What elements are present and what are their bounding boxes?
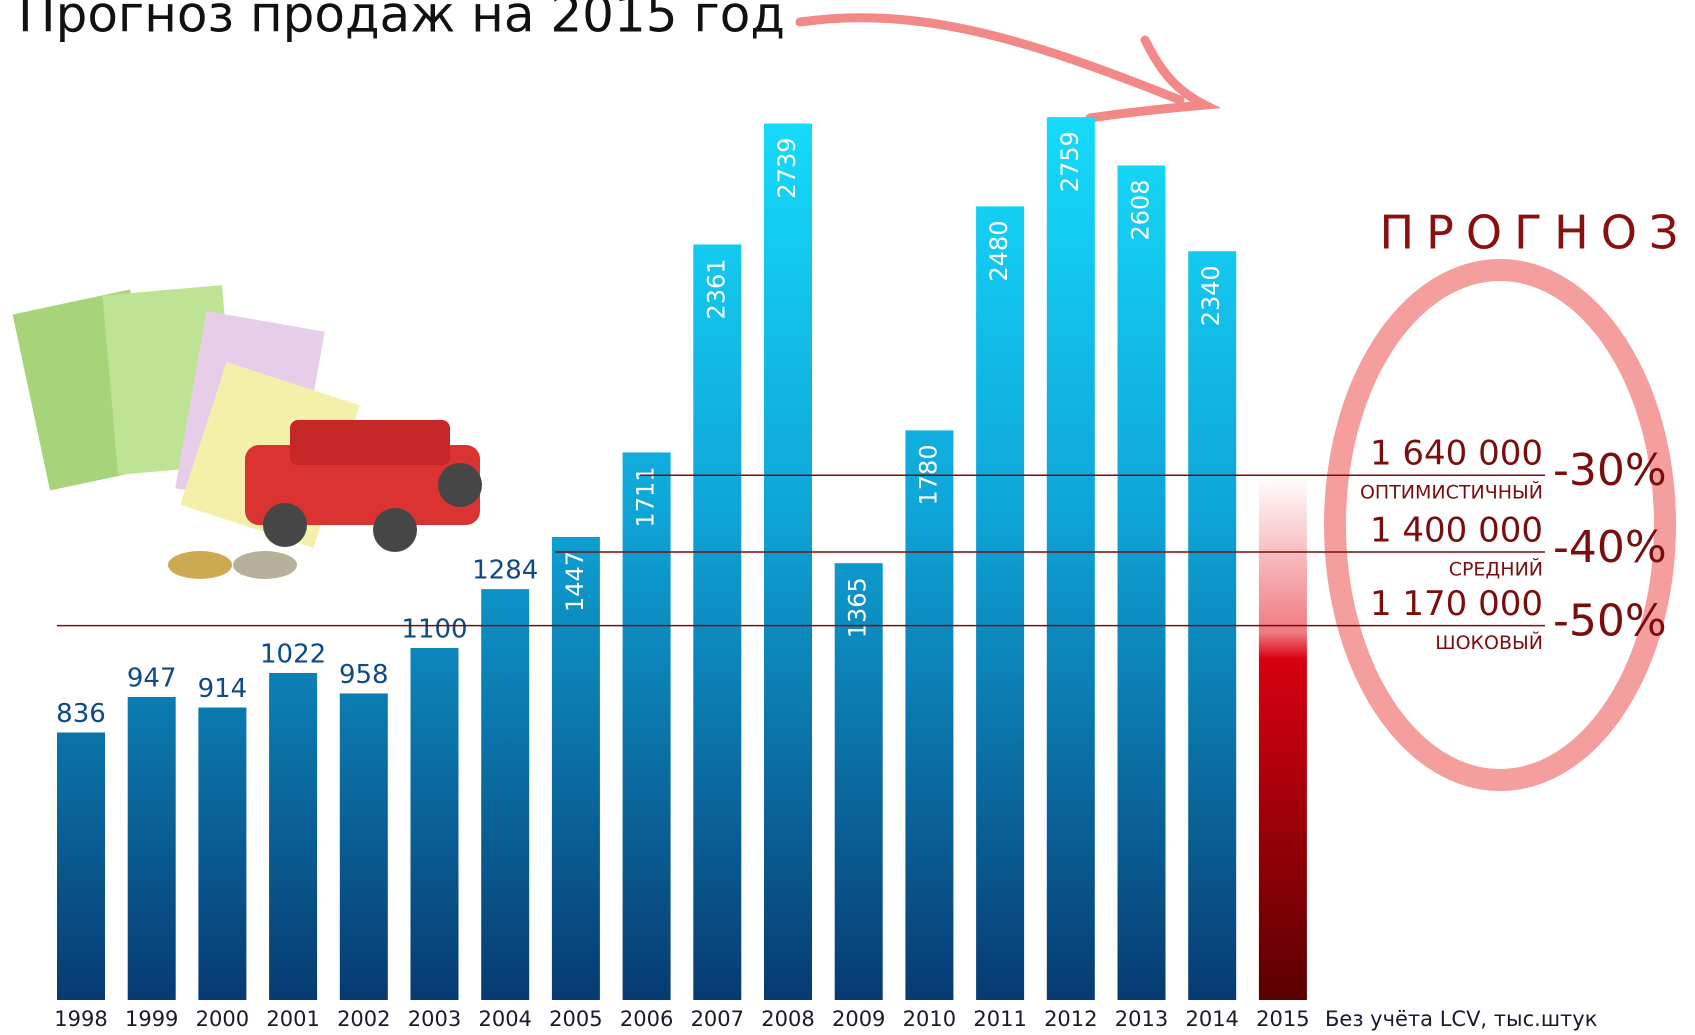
forecast-name: оптимистичный: [1360, 481, 1543, 504]
x-tick-label: 1999: [125, 1007, 178, 1031]
data-label: 2759: [1056, 131, 1084, 192]
x-tick-label: 2008: [761, 1007, 814, 1031]
forecast-value: 1 640 000: [1370, 434, 1543, 474]
bar: [198, 707, 247, 1000]
bar: [976, 206, 1025, 1000]
data-label: 958: [339, 660, 389, 690]
x-tick-label: 2015: [1256, 1007, 1309, 1031]
x-tick-label: 2005: [549, 1007, 602, 1031]
x-tick-label: 2003: [408, 1007, 461, 1031]
decor-circle: [1324, 259, 1676, 791]
bar: [622, 452, 671, 1001]
x-tick-label: 2004: [478, 1007, 531, 1031]
x-tick-label: 2010: [903, 1007, 956, 1031]
x-tick-label: 2002: [337, 1007, 390, 1031]
decor-arrow: [795, 13, 1222, 123]
x-tick-label: 2011: [973, 1007, 1026, 1031]
bar: [481, 589, 530, 1000]
data-label: 1022: [260, 639, 326, 669]
forecast-name: средний: [1449, 558, 1543, 581]
data-label: 2739: [773, 138, 801, 199]
x-tick-label: 2014: [1185, 1007, 1238, 1031]
data-label: 1100: [401, 615, 467, 645]
x-tick-label: 2013: [1115, 1007, 1168, 1031]
data-label: 2608: [1127, 179, 1155, 240]
bar: [269, 672, 318, 1000]
x-tick-label: 2007: [691, 1007, 744, 1031]
decor-illustration: [12, 285, 482, 579]
x-tick-label: 1998: [54, 1007, 107, 1031]
bar: [693, 244, 742, 1001]
bar: [834, 563, 883, 1000]
bar: [339, 693, 388, 1000]
data-label: 2361: [702, 258, 730, 319]
forecast-title: ПРОГНОЗ: [1380, 206, 1691, 260]
forecast-name: шоковый: [1435, 631, 1543, 654]
bar: [764, 123, 812, 1000]
bar: [905, 430, 954, 1000]
data-label: 914: [198, 674, 248, 704]
forecast-bar: [1258, 475, 1307, 1000]
x-tick-label: 2001: [266, 1007, 319, 1031]
data-label: 1447: [561, 551, 589, 612]
forecast-change: -40%: [1553, 522, 1667, 573]
x-tick-label: 2006: [620, 1007, 673, 1031]
data-label: 1711: [632, 466, 660, 527]
bar: [127, 696, 176, 1000]
forecast-change: -50%: [1553, 596, 1667, 647]
data-label: 1284: [472, 556, 538, 586]
bar: [57, 732, 105, 1000]
data-label: 836: [56, 699, 106, 729]
x-tick-label: 2009: [832, 1007, 885, 1031]
bar: [410, 648, 459, 1000]
chart-title: Прогноз продаж на 2015 год: [18, 0, 785, 44]
note: Без учёта LCV, тыс.штук: [1325, 1007, 1597, 1031]
data-label: 1365: [844, 577, 872, 638]
bar: [1046, 117, 1095, 1001]
bar: [551, 536, 600, 1000]
data-label: 947: [127, 663, 177, 693]
bar: [1117, 165, 1166, 1000]
data-label: 2340: [1197, 265, 1225, 326]
forecast-value: 1 170 000: [1370, 584, 1543, 624]
data-label: 2480: [985, 220, 1013, 281]
x-tick-label: 2000: [196, 1007, 249, 1031]
x-tick-label: 2012: [1044, 1007, 1097, 1031]
forecast-change: -30%: [1553, 445, 1667, 496]
forecast-value: 1 400 000: [1370, 511, 1543, 551]
